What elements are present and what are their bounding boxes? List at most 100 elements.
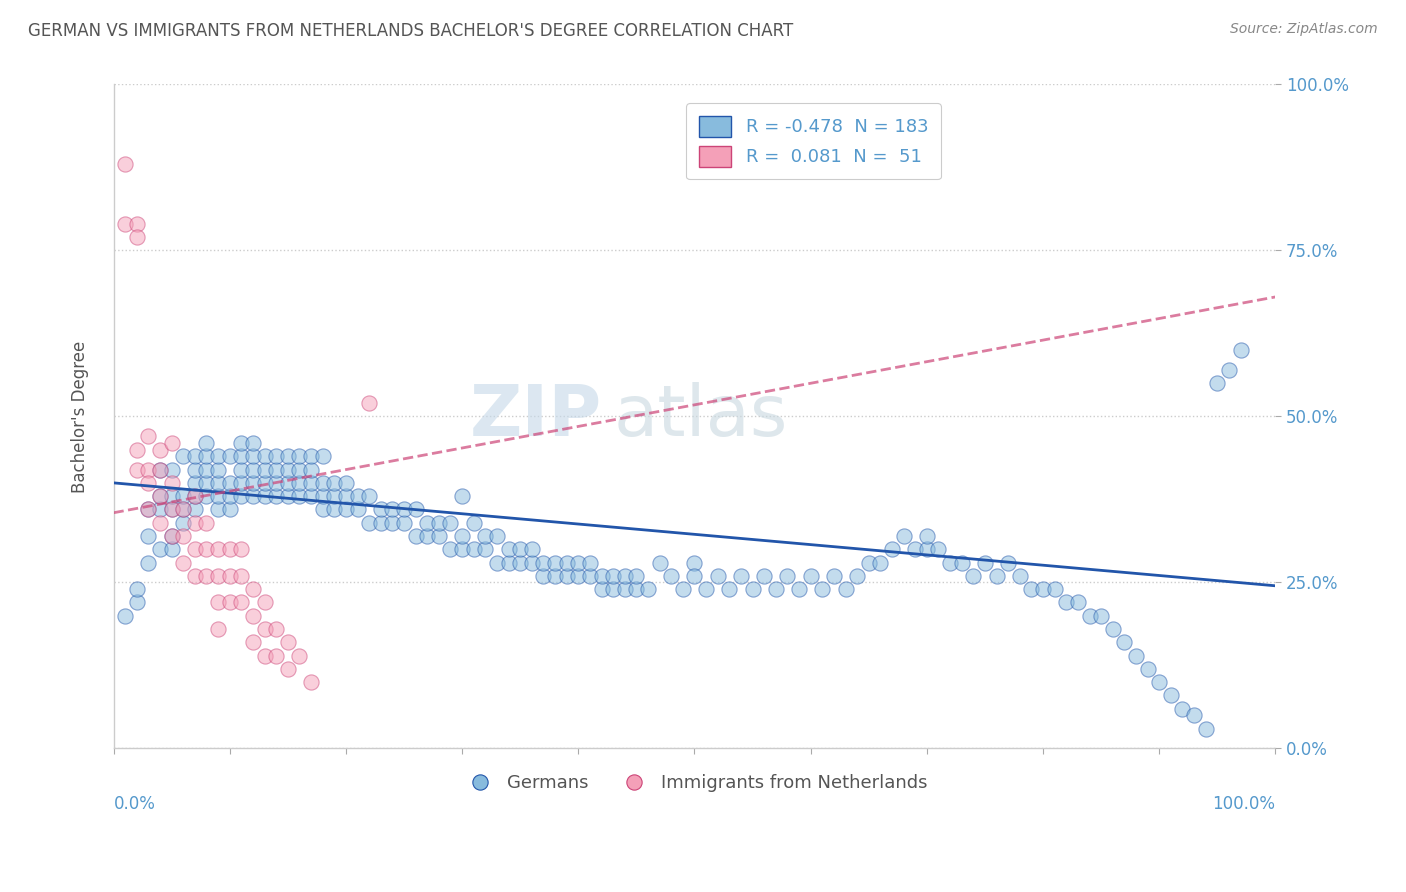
Point	[312, 489, 335, 503]
Text: GERMAN VS IMMIGRANTS FROM NETHERLANDS BACHELOR'S DEGREE CORRELATION CHART: GERMAN VS IMMIGRANTS FROM NETHERLANDS BA…	[28, 22, 793, 40]
Point	[138, 502, 160, 516]
Point	[242, 436, 264, 450]
Point	[138, 529, 160, 543]
Point	[195, 462, 218, 476]
Point	[149, 442, 172, 457]
Point	[277, 635, 299, 649]
Point	[160, 462, 183, 476]
Point	[370, 516, 392, 530]
Point	[207, 462, 229, 476]
Point	[242, 608, 264, 623]
Point	[299, 475, 322, 490]
Point	[277, 475, 299, 490]
Point	[207, 450, 229, 464]
Point	[195, 516, 218, 530]
Point	[370, 502, 392, 516]
Point	[741, 582, 763, 596]
Point	[950, 556, 973, 570]
Point	[125, 230, 148, 244]
Point	[1229, 343, 1251, 357]
Point	[1008, 569, 1031, 583]
Point	[264, 475, 287, 490]
Point	[195, 569, 218, 583]
Point	[264, 462, 287, 476]
Point	[299, 675, 322, 690]
Point	[195, 450, 218, 464]
Point	[392, 516, 415, 530]
Point	[231, 436, 253, 450]
Point	[253, 622, 276, 636]
Point	[231, 462, 253, 476]
Point	[602, 569, 624, 583]
Point	[231, 569, 253, 583]
Point	[218, 475, 240, 490]
Point	[498, 556, 520, 570]
Point	[520, 556, 543, 570]
Legend: Germans, Immigrants from Netherlands: Germans, Immigrants from Netherlands	[454, 767, 935, 799]
Point	[893, 529, 915, 543]
Point	[207, 489, 229, 503]
Point	[288, 648, 311, 663]
Point	[172, 556, 194, 570]
Point	[544, 556, 567, 570]
Point	[800, 569, 823, 583]
Point	[299, 450, 322, 464]
Point	[1136, 662, 1159, 676]
Point	[277, 489, 299, 503]
Point	[579, 556, 602, 570]
Point	[218, 489, 240, 503]
Point	[264, 622, 287, 636]
Point	[231, 475, 253, 490]
Point	[138, 429, 160, 443]
Point	[706, 569, 728, 583]
Point	[1125, 648, 1147, 663]
Point	[1114, 635, 1136, 649]
Point	[1054, 595, 1077, 609]
Point	[184, 489, 207, 503]
Point	[242, 462, 264, 476]
Point	[218, 450, 240, 464]
Point	[520, 542, 543, 557]
Point	[485, 529, 508, 543]
Point	[253, 450, 276, 464]
Point	[637, 582, 659, 596]
Point	[1160, 689, 1182, 703]
Point	[869, 556, 891, 570]
Point	[195, 542, 218, 557]
Point	[207, 502, 229, 516]
Point	[986, 569, 1008, 583]
Point	[776, 569, 799, 583]
Point	[125, 595, 148, 609]
Point	[160, 529, 183, 543]
Point	[939, 556, 962, 570]
Point	[613, 569, 636, 583]
Point	[138, 475, 160, 490]
Text: ZIP: ZIP	[470, 382, 602, 451]
Point	[242, 582, 264, 596]
Point	[846, 569, 869, 583]
Point	[149, 502, 172, 516]
Point	[231, 489, 253, 503]
Point	[359, 516, 381, 530]
Point	[218, 569, 240, 583]
Point	[335, 502, 357, 516]
Point	[730, 569, 752, 583]
Point	[1043, 582, 1066, 596]
Point	[277, 450, 299, 464]
Point	[323, 489, 346, 503]
Point	[567, 569, 589, 583]
Point	[974, 556, 997, 570]
Point	[683, 569, 706, 583]
Point	[555, 556, 578, 570]
Point	[207, 595, 229, 609]
Point	[288, 489, 311, 503]
Point	[207, 542, 229, 557]
Point	[231, 595, 253, 609]
Point	[405, 502, 427, 516]
Point	[880, 542, 903, 557]
Point	[149, 542, 172, 557]
Point	[346, 502, 368, 516]
Point	[312, 450, 335, 464]
Point	[463, 542, 485, 557]
Point	[427, 516, 450, 530]
